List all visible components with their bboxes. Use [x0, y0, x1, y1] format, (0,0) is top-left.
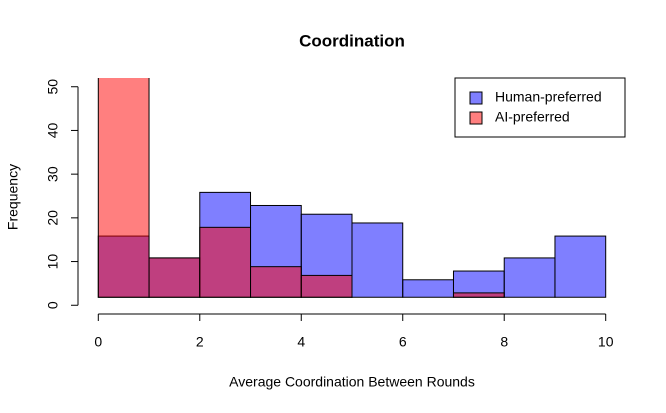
y-tick-label: 40: [45, 122, 61, 138]
x-tick-label: 6: [399, 334, 407, 350]
y-tick-label: 0: [45, 301, 61, 309]
histogram-bar: [300, 274, 353, 298]
histogram-bar: [503, 257, 556, 298]
legend-swatch: [469, 91, 483, 105]
histogram-bar: [452, 292, 505, 298]
histogram-bar: [351, 222, 404, 298]
x-tick-label: 2: [196, 334, 204, 350]
histogram-bar: [554, 235, 607, 298]
y-tick-label: 50: [45, 79, 61, 95]
legend-box: [454, 77, 626, 138]
histogram-bar: [250, 266, 302, 298]
y-tick-label: 30: [45, 166, 61, 182]
y-axis-label: Frequency: [5, 164, 21, 230]
x-tick-label: 10: [598, 334, 614, 350]
histogram-bar: [97, 78, 150, 298]
y-tick-label: 20: [45, 210, 61, 226]
x-tick-label: 4: [297, 334, 305, 350]
histogram-bar: [402, 279, 454, 298]
chart-title: Coordination: [299, 31, 405, 50]
plot-area: [97, 78, 607, 298]
histogram-bar: [199, 226, 252, 298]
legend-swatch: [469, 111, 483, 125]
y-tick-label: 10: [45, 254, 61, 270]
x-axis-label: Average Coordination Between Rounds: [229, 374, 475, 390]
histogram-bar: [148, 257, 201, 298]
x-tick-label: 8: [500, 334, 508, 350]
legend-label: AI-preferred: [495, 109, 570, 125]
legend-label: Human-preferred: [495, 89, 602, 105]
x-tick-label: 0: [94, 334, 102, 350]
